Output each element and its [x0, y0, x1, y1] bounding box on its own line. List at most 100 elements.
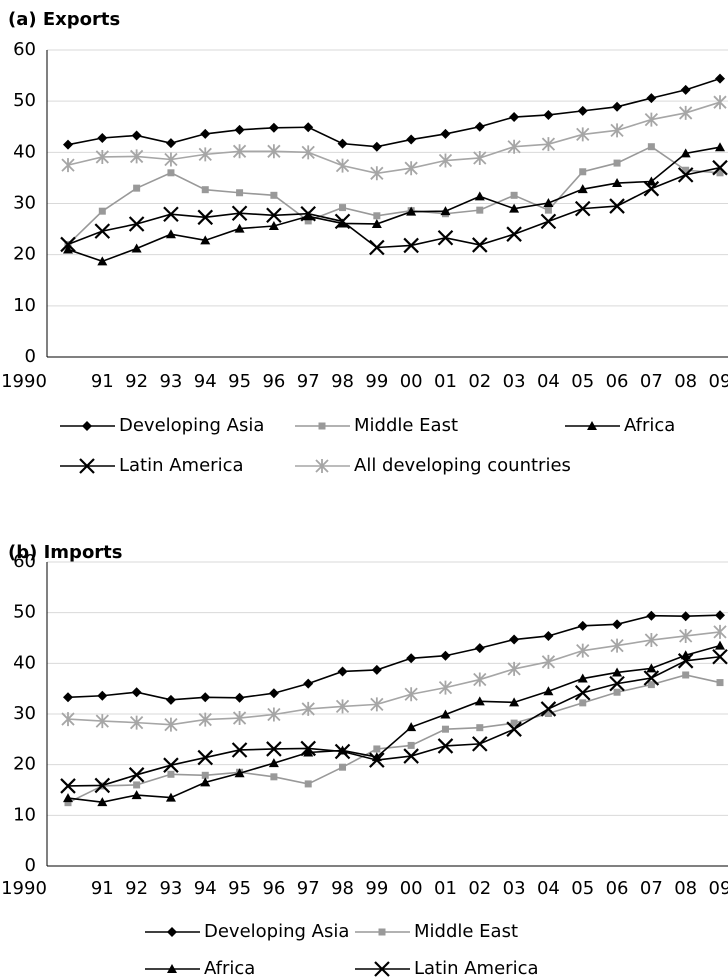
marker [474, 121, 485, 132]
marker-shape [231, 205, 248, 221]
y-tick-label: 30 [13, 703, 36, 724]
series-line [67, 145, 721, 246]
marker-shape [131, 130, 142, 141]
marker [440, 650, 451, 661]
marker-shape [544, 709, 552, 717]
marker [715, 640, 725, 650]
marker [335, 158, 350, 173]
marker [318, 422, 326, 430]
marker-shape [472, 736, 488, 752]
marker-shape [646, 610, 657, 621]
marker [201, 771, 209, 779]
marker-shape [133, 781, 141, 789]
marker-shape [167, 770, 175, 778]
marker-shape [612, 178, 623, 188]
marker [647, 143, 655, 151]
marker-shape [270, 773, 278, 781]
marker-shape [97, 797, 108, 807]
marker-shape [679, 105, 693, 120]
marker-shape [63, 692, 73, 703]
marker-shape [197, 209, 214, 226]
marker-shape [510, 191, 518, 199]
marker-shape [613, 688, 621, 696]
marker-shape [61, 712, 75, 727]
marker-shape [369, 239, 385, 256]
marker-shape [373, 212, 381, 220]
marker-shape [94, 223, 111, 239]
x-tick-label: 02 [468, 371, 491, 392]
marker [64, 799, 72, 807]
x-tick-label: 98 [331, 878, 354, 899]
chart-title: (a) Exports [8, 9, 120, 30]
marker [644, 633, 659, 648]
marker-shape [577, 105, 588, 116]
marker [476, 724, 484, 732]
marker-shape [300, 740, 316, 757]
marker-shape [201, 186, 209, 194]
marker-shape [712, 648, 728, 665]
marker-shape [165, 694, 176, 705]
marker [370, 166, 384, 181]
x-tick-label: 08 [674, 878, 697, 899]
marker-shape [129, 149, 144, 164]
marker [163, 206, 179, 223]
marker [507, 661, 521, 676]
marker [300, 205, 316, 222]
marker-shape [268, 221, 279, 231]
marker-shape [406, 206, 417, 216]
y-tick-label: 20 [13, 754, 36, 775]
marker-shape [472, 237, 488, 253]
series-line [67, 614, 721, 701]
legend-label: Developing Asia [204, 921, 349, 942]
marker [576, 127, 590, 142]
marker-shape [610, 638, 624, 653]
marker [541, 137, 556, 152]
marker [404, 687, 418, 702]
marker-shape [268, 758, 279, 768]
marker [303, 678, 314, 689]
marker [612, 178, 623, 188]
legend-label: Latin America [414, 958, 539, 979]
marker [541, 654, 556, 669]
marker [437, 230, 454, 246]
marker [303, 211, 314, 221]
marker-shape [613, 159, 621, 167]
x-tick-label: 96 [262, 371, 285, 392]
x-tick-label: 96 [262, 878, 285, 899]
y-tick-label: 10 [13, 295, 36, 316]
marker-shape [79, 458, 95, 474]
marker-shape [474, 121, 485, 132]
marker [231, 742, 248, 758]
marker-shape [404, 687, 418, 702]
series-line [67, 166, 721, 249]
marker-shape [609, 198, 625, 214]
marker [574, 684, 591, 701]
marker [646, 663, 657, 673]
marker [315, 459, 329, 473]
marker-shape [371, 664, 382, 675]
marker [197, 209, 214, 226]
marker [95, 714, 109, 729]
marker-shape [403, 237, 419, 254]
marker-shape [506, 226, 522, 242]
marker [164, 152, 178, 167]
marker-shape [303, 747, 314, 757]
marker-shape [304, 780, 312, 788]
marker-shape [369, 752, 385, 768]
marker-shape [334, 213, 351, 230]
marker [61, 158, 75, 173]
marker [613, 159, 621, 167]
marker [232, 144, 247, 159]
marker-shape [509, 697, 520, 707]
marker-shape [97, 133, 108, 144]
x-tick-label: 99 [365, 878, 388, 899]
marker [370, 697, 384, 712]
marker-shape [303, 122, 314, 133]
marker-shape [165, 229, 176, 239]
marker-shape [234, 692, 245, 703]
marker [644, 112, 659, 127]
marker-shape [128, 216, 145, 232]
x-tick-label: 05 [571, 878, 594, 899]
marker-shape [574, 684, 591, 701]
